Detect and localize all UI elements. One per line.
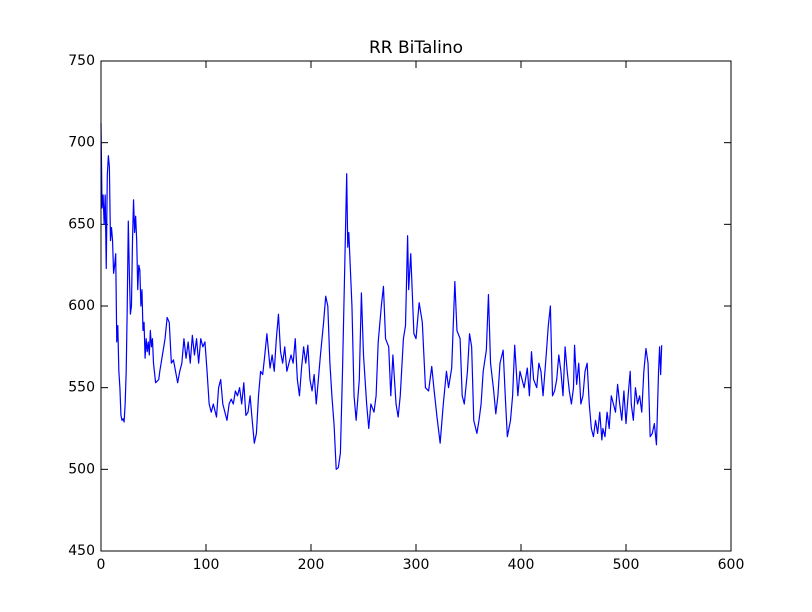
- y-tick-label: 550: [68, 380, 95, 396]
- chart-title: RR BiTalino: [369, 38, 463, 58]
- x-tick-label: 500: [613, 557, 640, 573]
- x-tick-label: 300: [403, 557, 430, 573]
- y-tick-label: 600: [68, 298, 95, 314]
- y-tick-label: 750: [68, 53, 95, 69]
- x-tick-label: 600: [718, 557, 745, 573]
- data-line: [100, 123, 663, 470]
- x-tick-label: 100: [193, 557, 220, 573]
- y-tick-label: 700: [68, 135, 95, 151]
- x-tick-label: 400: [508, 557, 535, 573]
- plot-frame: [100, 60, 732, 552]
- x-tick-label: 0: [97, 557, 106, 573]
- y-tick-label: 500: [68, 461, 95, 477]
- y-tick-label: 450: [68, 543, 95, 559]
- x-tick-label: 200: [298, 557, 325, 573]
- y-tick-label: 650: [68, 216, 95, 232]
